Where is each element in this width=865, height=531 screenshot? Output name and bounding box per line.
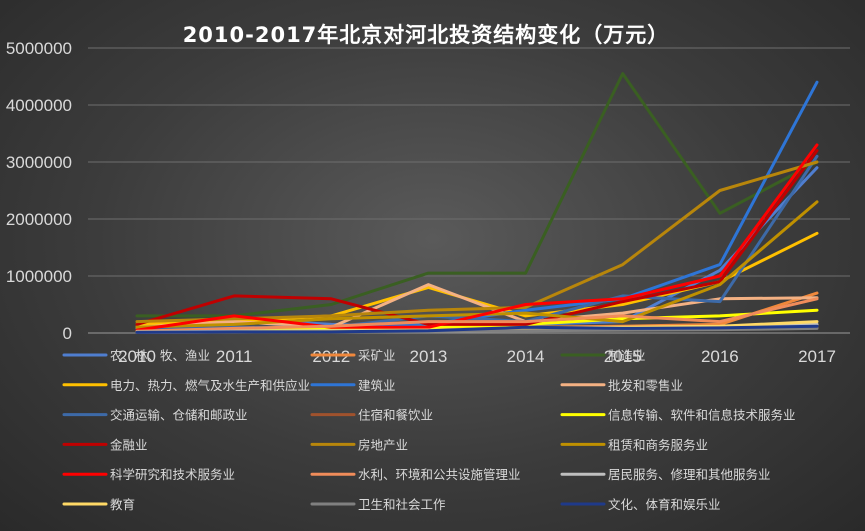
series-line-9 xyxy=(135,149,819,326)
y-tick-label: 4000000 xyxy=(6,96,72,115)
x-tick-label: 2015 xyxy=(604,347,642,366)
gridlines xyxy=(88,47,850,334)
legend-label: 住宿和餐饮业 xyxy=(358,408,433,423)
series-line-2 xyxy=(135,72,819,318)
series-lines xyxy=(135,72,819,334)
y-tick-label: 3000000 xyxy=(6,153,72,172)
y-tick-label: 0 xyxy=(63,324,72,343)
series-line-3 xyxy=(135,231,819,326)
y-tick-label: 1000000 xyxy=(6,267,72,286)
legend-label: 制造业 xyxy=(608,348,646,363)
x-tick-label: 2013 xyxy=(410,347,448,366)
x-tick-label: 2016 xyxy=(701,347,739,366)
legend-label: 电力、热力、燃气及水生产和供应业 xyxy=(110,378,310,393)
legend-label: 房地产业 xyxy=(358,437,408,452)
legend-label: 农、林、牧、渔业 xyxy=(110,348,210,363)
legend-label: 交通运输、仓储和邮政业 xyxy=(110,408,248,423)
legend-label: 卫生和社会工作 xyxy=(358,497,446,512)
legend-label: 教育 xyxy=(110,497,135,512)
legend-label: 水利、环境和公共设施管理业 xyxy=(358,467,521,482)
y-axis-ticks: 5000000 4000000 3000000 2000000 1000000 0 xyxy=(6,39,72,343)
legend-label: 金融业 xyxy=(110,437,148,452)
legend-label: 信息传输、软件和信息技术服务业 xyxy=(608,408,796,423)
legend-label: 租赁和商务服务业 xyxy=(608,437,708,452)
x-tick-label: 2017 xyxy=(798,347,836,366)
chart-title: 2010-2017年北京对河北投资结构变化（万元） xyxy=(183,23,670,47)
x-tick-label: 2010 xyxy=(118,347,156,366)
x-axis-ticks: 20102011201220132014201520162017 xyxy=(118,347,836,366)
series-line-12 xyxy=(135,143,819,332)
x-tick-label: 2011 xyxy=(216,347,253,366)
legend-label: 居民服务、修理和其他服务业 xyxy=(608,467,771,482)
y-tick-label: 2000000 xyxy=(6,210,72,229)
legend-label: 文化、体育和娱乐业 xyxy=(608,497,721,512)
legend-label: 批发和零售业 xyxy=(608,378,683,393)
y-tick-label: 5000000 xyxy=(6,39,72,58)
series-line-10 xyxy=(135,160,819,324)
legend-label: 科学研究和技术服务业 xyxy=(110,467,235,482)
x-tick-label: 2014 xyxy=(507,347,545,366)
legend-label: 采矿业 xyxy=(358,348,396,363)
series-line-17 xyxy=(135,324,819,334)
series-line-13 xyxy=(135,297,819,333)
legend-label: 建筑业 xyxy=(358,378,396,393)
